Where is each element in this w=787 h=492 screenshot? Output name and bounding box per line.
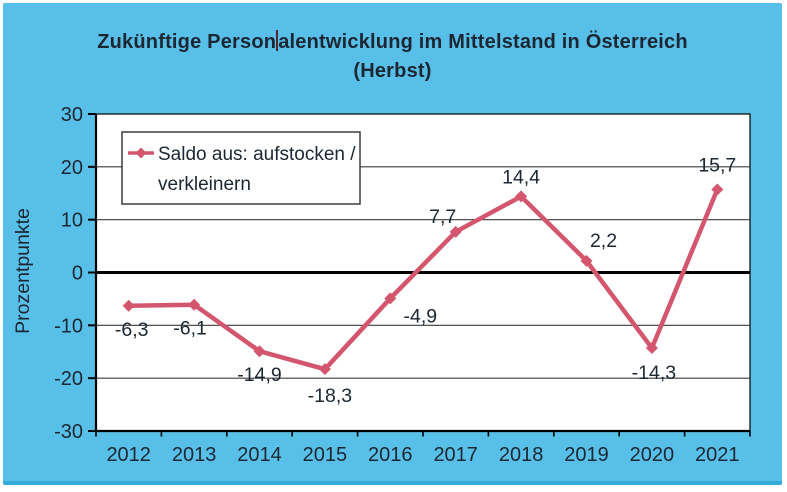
legend-background (121, 131, 361, 205)
data-label-2020: -14,3 (632, 362, 676, 384)
y-tick-label-20: 20 (61, 157, 83, 179)
chart-title-line2: (Herbst) (353, 60, 432, 82)
x-tick-label-2017: 2017 (433, 444, 478, 466)
data-point-marker-2020 (645, 342, 658, 355)
x-tick-label-2012: 2012 (106, 444, 151, 466)
chart-svg: 30 20 10 0 -10 -20 -30 2012 2013 2014 2015 2016 2017… (12, 104, 751, 466)
chart-card: Zukünftige Person alentwicklung im Mittel… (3, 3, 782, 485)
data-label-2012: -6,3 (115, 319, 149, 341)
x-tick-label-2013: 2013 (172, 444, 217, 466)
legend-diamond-icon (135, 147, 147, 159)
y-tick-label-0: 0 (72, 263, 83, 285)
title-text-after-cursor: alentwicklung im Mittelstand in Österrei… (278, 31, 688, 53)
data-point-marker-2013 (188, 298, 201, 311)
data-point-marker-2012 (122, 299, 135, 312)
data-point-marker-2017 (449, 225, 462, 238)
y-tick-label--10: -10 (54, 315, 83, 337)
y-tick-label-10: 10 (61, 210, 83, 232)
data-point-marker-2015 (318, 363, 331, 376)
y-tick-label-30: 30 (61, 104, 83, 126)
legend-box[interactable]: Saldo aus: aufstocken / verkleinern (121, 131, 361, 205)
x-tick-label-2016: 2016 (368, 444, 413, 466)
data-label-2021: 15,7 (698, 155, 736, 177)
data-label-2017: 7,7 (429, 206, 456, 228)
data-label-2013: -6,1 (173, 318, 207, 340)
y-tick-label--20: -20 (54, 368, 83, 390)
data-label-2014: -14,9 (237, 364, 281, 386)
data-point-marker-2018 (515, 190, 528, 203)
data-label-2016: -4,9 (403, 305, 437, 327)
x-tick-label-2018: 2018 (499, 444, 544, 466)
chart-title[interactable]: Zukünftige Person alentwicklung im Mittel… (3, 28, 782, 86)
x-tick-label-2021: 2021 (695, 444, 740, 466)
y-axis-title: Prozentpunkte (12, 208, 34, 334)
chart-title-line1: Zukünftige Person alentwicklung im Mittel… (3, 28, 782, 57)
legend-label: Saldo aus: aufstocken / verkleinern (158, 144, 356, 195)
x-tick-label-2020: 2020 (630, 444, 675, 466)
data-label-2018: 14,4 (502, 166, 540, 188)
x-tick-label-2014: 2014 (237, 444, 282, 466)
x-tick-label-2019: 2019 (564, 444, 609, 466)
data-point-marker-2019 (580, 254, 593, 267)
x-tick-label-2015: 2015 (303, 444, 348, 466)
text-cursor (276, 30, 279, 51)
y-tick-label--30: -30 (54, 421, 83, 443)
title-text-before-cursor: Zukünftige Person (97, 31, 277, 53)
data-label-2015: -18,3 (308, 385, 352, 407)
data-point-marker-2021 (711, 183, 724, 196)
data-point-marker-2016 (384, 292, 397, 305)
data-line-saldo-aus--aufstocken---verkleinern (126, 187, 720, 372)
data-point-marker-2014 (253, 345, 266, 358)
data-label-2019: 2,2 (590, 230, 617, 252)
